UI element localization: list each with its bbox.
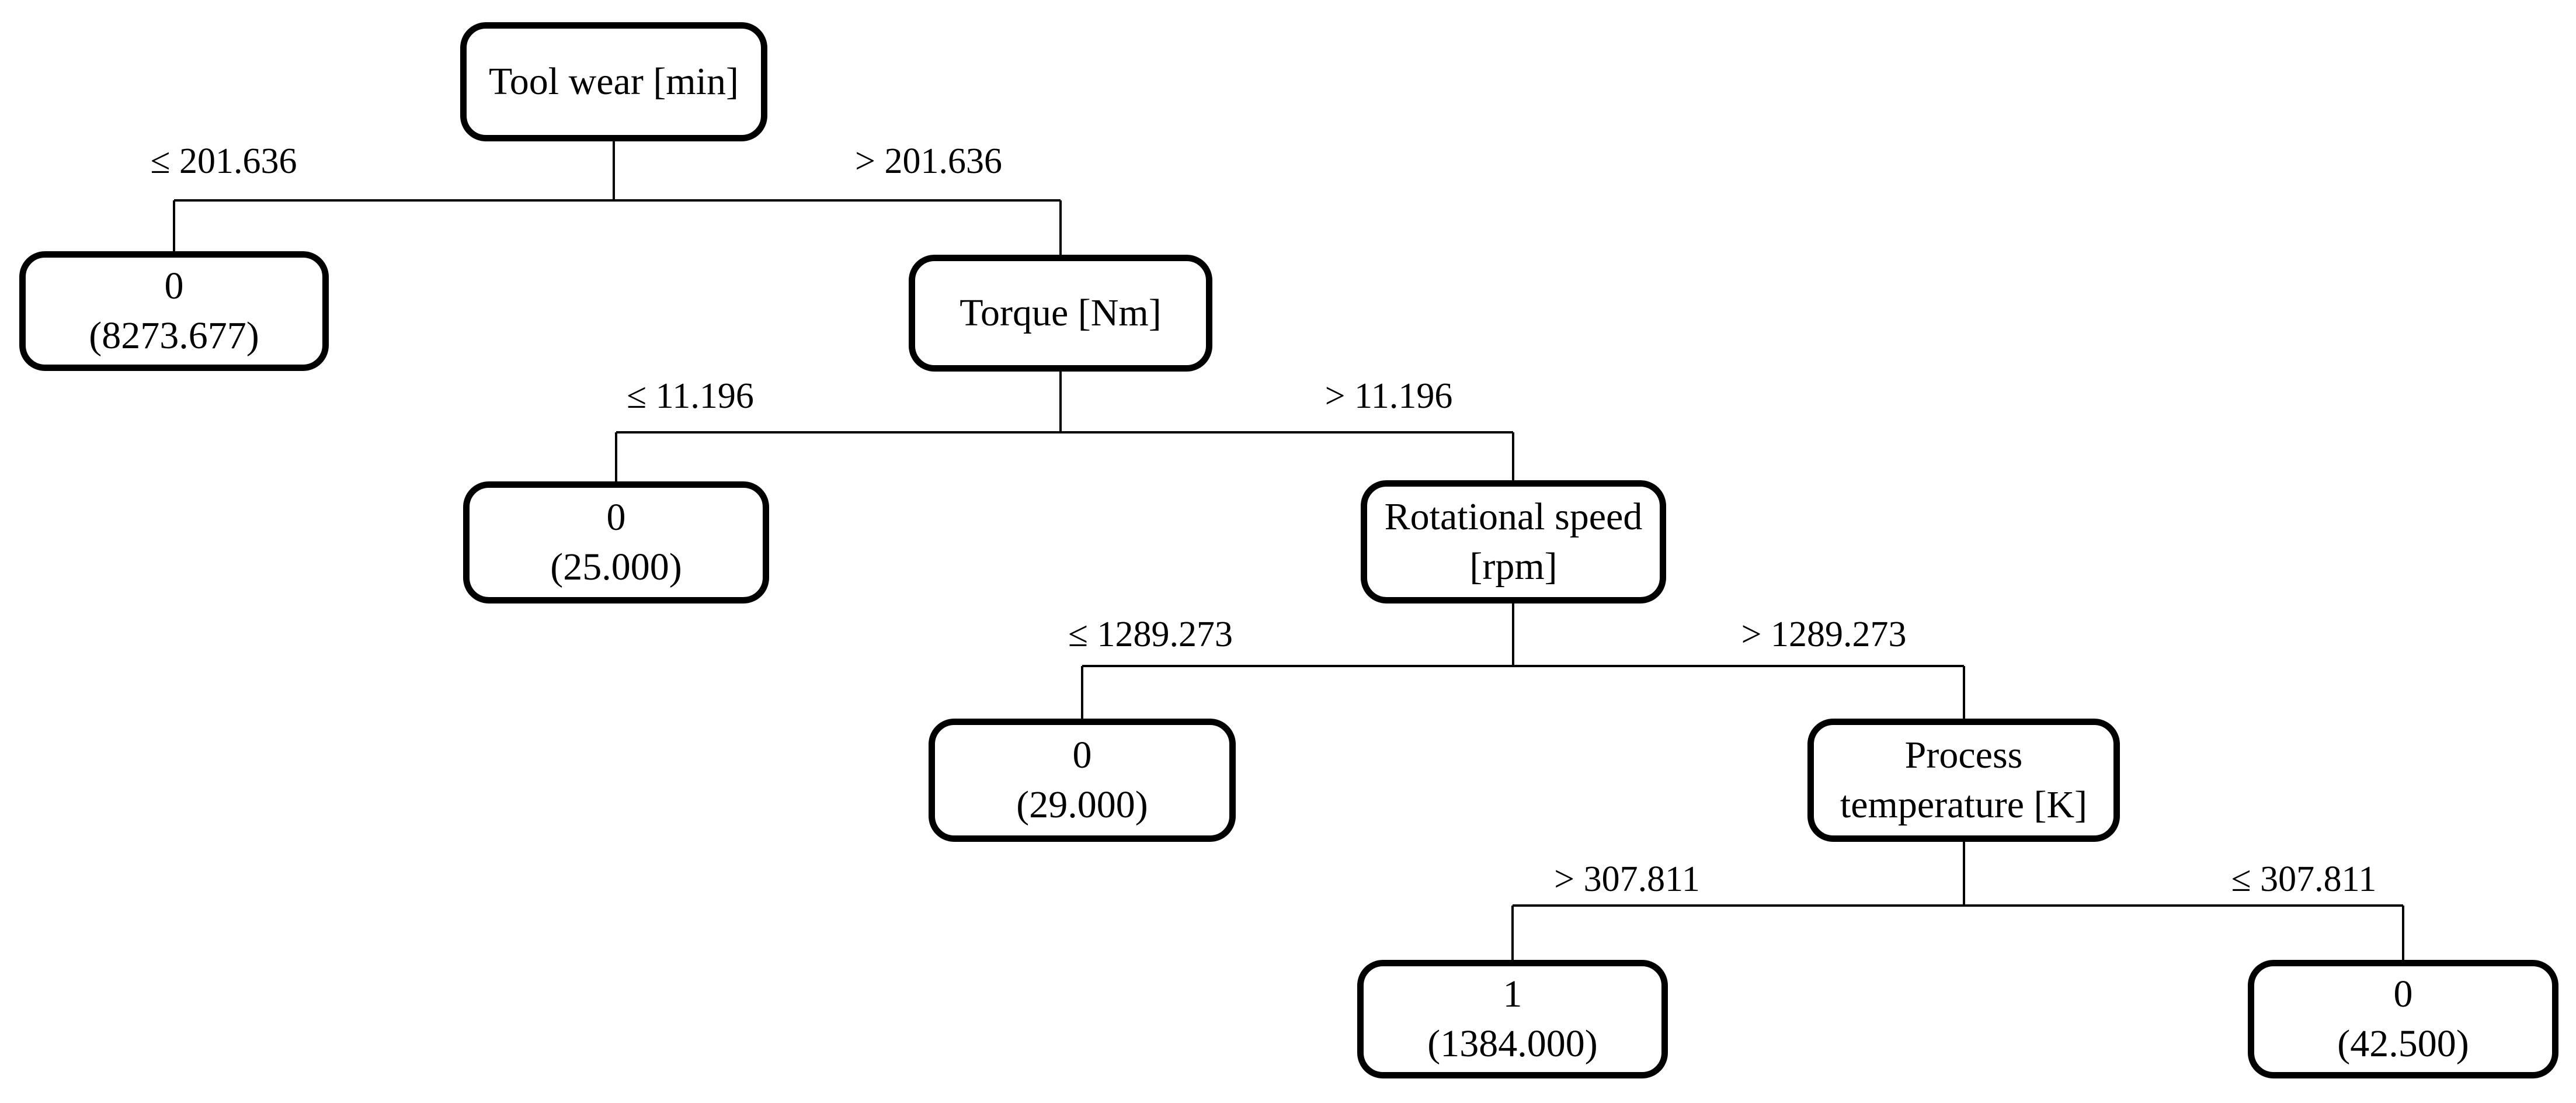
edge-label-tool-wear-gt: > 201.636 xyxy=(851,142,1006,181)
leaf-weight: (29.000) xyxy=(1016,783,1148,826)
edge-tool-wear-to-children xyxy=(173,141,1062,256)
node-torque-label: Torque [Nm] xyxy=(960,291,1162,334)
leaf-class-label: 0 xyxy=(606,496,626,539)
leaf-weight: (25.000) xyxy=(550,545,682,588)
edge-label-torque-gt: > 11.196 xyxy=(1321,377,1456,415)
leaf-temp-high: 1 (1384.000) xyxy=(1357,960,1668,1078)
edge-label-speed-le: ≤ 1289.273 xyxy=(1064,615,1237,654)
leaf-class-label: 1 xyxy=(1503,973,1522,1016)
edge-label-torque-le: ≤ 11.196 xyxy=(623,377,757,415)
node-tool-wear: Tool wear [min] xyxy=(460,22,767,141)
leaf-class-label: 0 xyxy=(2393,973,2413,1016)
edge-label-temp-gt: > 307.811 xyxy=(1551,860,1704,899)
leaf-weight: (42.500) xyxy=(2337,1022,2469,1065)
leaf-tool-wear-low: 0 (8273.677) xyxy=(19,251,329,371)
node-rotational-speed-label: Rotational speed [rpm] xyxy=(1384,495,1652,588)
leaf-torque-low: 0 (25.000) xyxy=(463,481,769,603)
leaf-speed-low: 0 (29.000) xyxy=(929,719,1236,842)
edge-rotational-speed-to-children xyxy=(1081,603,1965,720)
node-torque: Torque [Nm] xyxy=(909,255,1212,372)
node-process-temperature: Process temperature [K] xyxy=(1807,719,2120,842)
edge-torque-to-children xyxy=(615,372,1514,483)
edge-label-speed-gt: > 1289.273 xyxy=(1737,615,1910,654)
leaf-temp-low: 0 (42.500) xyxy=(2248,960,2558,1078)
node-tool-wear-label: Tool wear [min] xyxy=(489,60,739,103)
edge-process-temperature-to-children xyxy=(1511,842,2404,961)
leaf-class-label: 0 xyxy=(1072,734,1092,777)
leaf-weight: (8273.677) xyxy=(89,314,259,357)
leaf-class-label: 0 xyxy=(164,265,184,308)
leaf-weight: (1384.000) xyxy=(1427,1022,1598,1065)
edge-label-temp-le: ≤ 307.811 xyxy=(2227,860,2380,899)
node-rotational-speed: Rotational speed [rpm] xyxy=(1361,480,1666,603)
node-process-temperature-label: Process temperature [K] xyxy=(1840,734,2088,826)
edge-label-tool-wear-le: ≤ 201.636 xyxy=(147,142,301,181)
